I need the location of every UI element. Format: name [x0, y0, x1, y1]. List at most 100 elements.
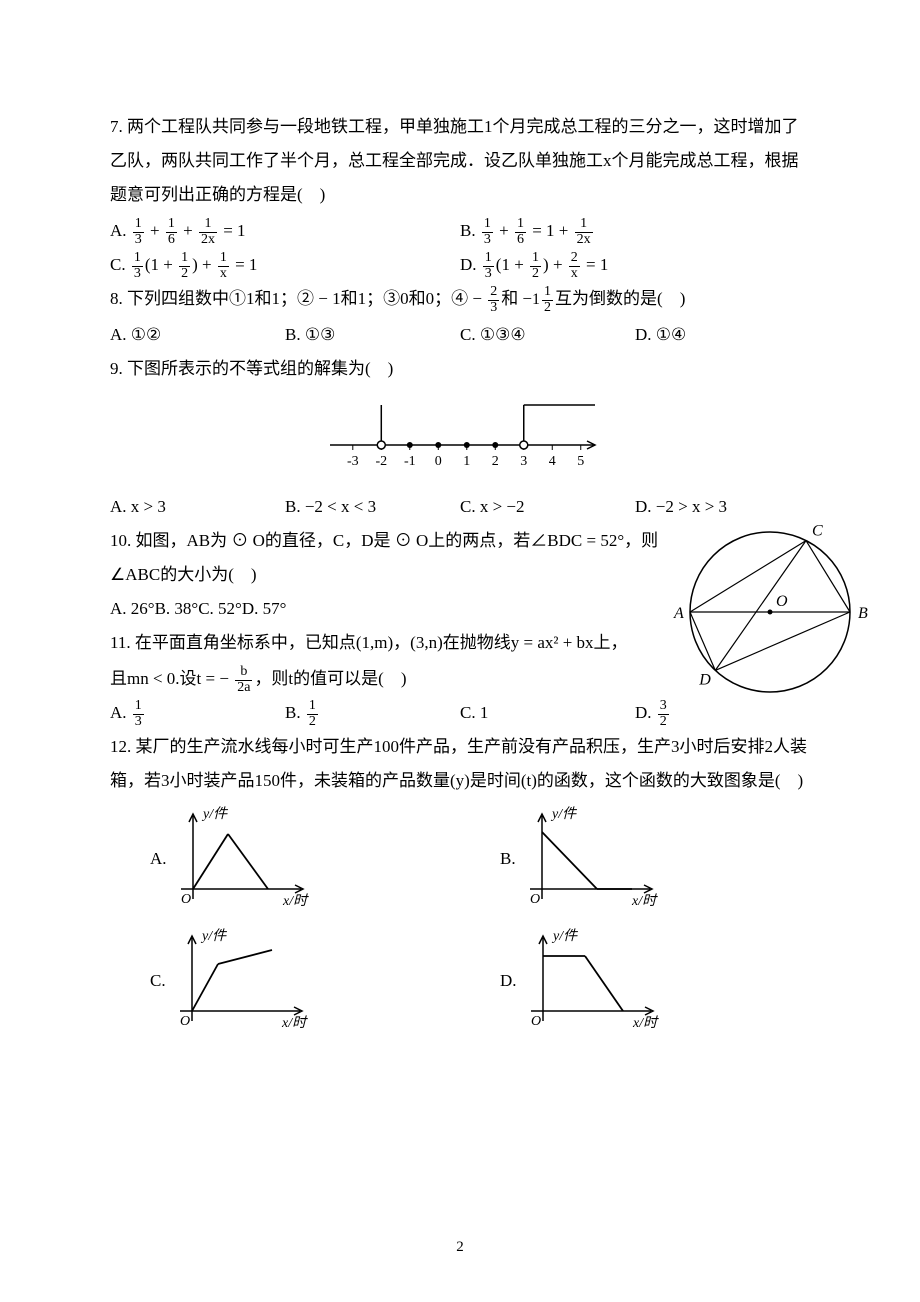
q9-number: 9.: [110, 359, 123, 378]
q7c-pl: (1 +: [145, 255, 173, 274]
q11b-d: 2: [307, 714, 318, 730]
q7b-f3n: 1: [575, 217, 593, 232]
svg-text:y/件: y/件: [551, 928, 578, 944]
q12-option-b: B. y/件x/时O: [500, 804, 810, 914]
q8-option-d: D. ①④: [635, 318, 810, 352]
q7d-f2n: 2: [569, 251, 580, 266]
exam-page: 7. 两个工程队共同参与一段地铁工程，甲单独施工1个月完成总工程的三分之一，这时…: [0, 0, 920, 1302]
q7d-pn: 1: [530, 251, 541, 266]
q11d-l: D.: [635, 703, 652, 722]
q7b-f3d: 2x: [575, 232, 593, 248]
q12-graph-d: y/件x/时O: [523, 926, 673, 1036]
q12-number: 12.: [110, 737, 131, 756]
q11-l2b: ，则t的值可以是( ): [254, 669, 406, 688]
svg-text:4: 4: [549, 454, 556, 469]
q12-graph-a: y/件 x/时 O: [173, 804, 323, 914]
q7-options-row2: C. 13(1 + 12) + 1x = 1 D. 13(1 + 12) + 2…: [110, 248, 810, 282]
q10-number: 10.: [110, 531, 131, 550]
q10-circle-figure: ABCDO: [670, 512, 880, 722]
q9-option-c: C. x > −2: [460, 490, 635, 524]
q8-option-a: A. ①②: [110, 318, 285, 352]
q7a-f2n: 1: [166, 217, 177, 232]
q7-option-b: B. 13 + 16 = 1 + 12x: [460, 214, 810, 248]
q7c-pd: 2: [179, 266, 190, 282]
q11c-t: 1: [480, 703, 489, 722]
svg-text:C: C: [812, 523, 823, 540]
svg-text:y/件: y/件: [550, 806, 577, 822]
question-7: 7. 两个工程队共同参与一段地铁工程，甲单独施工1个月完成总工程的三分之一，这时…: [110, 110, 810, 212]
q7d-rhs: = 1: [586, 255, 608, 274]
svg-text:O: O: [181, 892, 191, 907]
q12-option-c: C. y/件x/时O: [150, 926, 460, 1036]
q9-number-line: -3-2-1012345: [310, 390, 610, 480]
q7d-f1d: 3: [483, 266, 494, 282]
q7-option-a: A. 13 + 16 + 12x = 1: [110, 214, 460, 248]
svg-text:O: O: [530, 892, 540, 907]
svg-text:O: O: [776, 593, 788, 610]
q8-option-c: C. ①③④: [460, 318, 635, 352]
q12-option-d: D. y/件x/时O: [500, 926, 810, 1036]
question-9: 9. 下图所表示的不等式组的解集为( ): [110, 352, 810, 386]
q7c-f1n: 1: [132, 251, 143, 266]
q11-fd: 2a: [235, 680, 252, 696]
svg-text:5: 5: [577, 454, 584, 469]
q7a-f3d: 2x: [199, 232, 217, 248]
q7c-pr: ) +: [192, 255, 212, 274]
q7d-pl: (1 +: [496, 255, 524, 274]
svg-text:B: B: [858, 605, 868, 622]
q7c-pn: 1: [179, 251, 190, 266]
q11-option-c: C. 1: [460, 696, 635, 730]
q11a-n: 1: [133, 699, 144, 714]
svg-text:3: 3: [520, 454, 527, 469]
q7-options-row1: A. 13 + 16 + 12x = 1 B. 13 + 16 = 1 + 12…: [110, 214, 810, 248]
q7-b-label: B.: [460, 221, 476, 240]
svg-text:A: A: [673, 605, 684, 622]
q11a-d: 3: [133, 714, 144, 730]
q8-option-b: B. ①③: [285, 318, 460, 352]
svg-text:-3: -3: [347, 454, 359, 469]
q7d-f2d: x: [569, 266, 580, 282]
q8-options: A. ①② B. ①③ C. ①③④ D. ①④: [110, 318, 810, 352]
page-number: 2: [0, 1232, 920, 1262]
q9-option-a: A. x > 3: [110, 490, 285, 524]
q11-option-a: A. 13: [110, 696, 285, 730]
svg-text:x/时: x/时: [281, 1015, 308, 1031]
q11b-l: B.: [285, 703, 301, 722]
q11b-n: 1: [307, 699, 318, 714]
q7a-f1d: 3: [133, 232, 144, 248]
svg-text:O: O: [531, 1014, 541, 1029]
q8-number: 8.: [110, 289, 123, 308]
q7d-pd: 2: [530, 266, 541, 282]
q12-stem: 某厂的生产流水线每小时可生产100件产品，生产前没有产品积压，生产3小时后安排2…: [110, 737, 807, 790]
q10-stem1: 如图，AB为 ⊙ O的直径，C，D是 ⊙ O上的两点，若∠BDC = 52°，则: [136, 531, 659, 550]
q7b-f1d: 3: [482, 232, 493, 248]
q7a-f1n: 1: [133, 217, 144, 232]
svg-text:O: O: [180, 1014, 190, 1029]
q7-a-label: A.: [110, 221, 127, 240]
q11-fn: b: [235, 665, 252, 680]
q7c-f2d: x: [218, 266, 229, 282]
q12b-l: B.: [500, 842, 516, 876]
q11a-l: A.: [110, 703, 127, 722]
svg-text:x/时: x/时: [282, 893, 309, 909]
q12-options: A. y/件x/时O B. y/件x/时O C. y/件x/时O D. y/件x…: [150, 804, 810, 1036]
q9-stem: 下图所表示的不等式组的解集为( ): [127, 359, 393, 378]
q7c-f1d: 3: [132, 266, 143, 282]
q12-graph-c: y/件x/时O: [172, 926, 322, 1036]
q12-graph-b: y/件x/时O: [522, 804, 672, 914]
q7a-f3n: 1: [199, 217, 217, 232]
q8-mid: 和 −: [501, 289, 532, 308]
q11-stem-pre: 在平面直角坐标系中，已知点(1,m)，(3,n)在抛物线y = ax² + bx…: [135, 633, 628, 652]
q7b-f1n: 1: [482, 217, 493, 232]
q7a-rhs: = 1: [223, 221, 245, 240]
q7-stem: 两个工程队共同参与一段地铁工程，甲单独施工1个月完成总工程的三分之一，这时增加了…: [110, 117, 799, 204]
q11d-n: 3: [658, 699, 669, 714]
q7-option-c: C. 13(1 + 12) + 1x = 1: [110, 248, 460, 282]
q8-stem-pre: 下列四组数中①1和1；② − 1和1；③0和0；④ −: [127, 289, 482, 308]
q11-number: 11.: [110, 633, 131, 652]
svg-text:y/件: y/件: [201, 806, 228, 822]
svg-text:0: 0: [435, 454, 442, 469]
q7-number: 7.: [110, 117, 123, 136]
question-8: 8. 下列四组数中①1和1；② − 1和1；③0和0；④ − 23和 −112互…: [110, 282, 810, 316]
q7b-mid: = 1 +: [532, 221, 568, 240]
